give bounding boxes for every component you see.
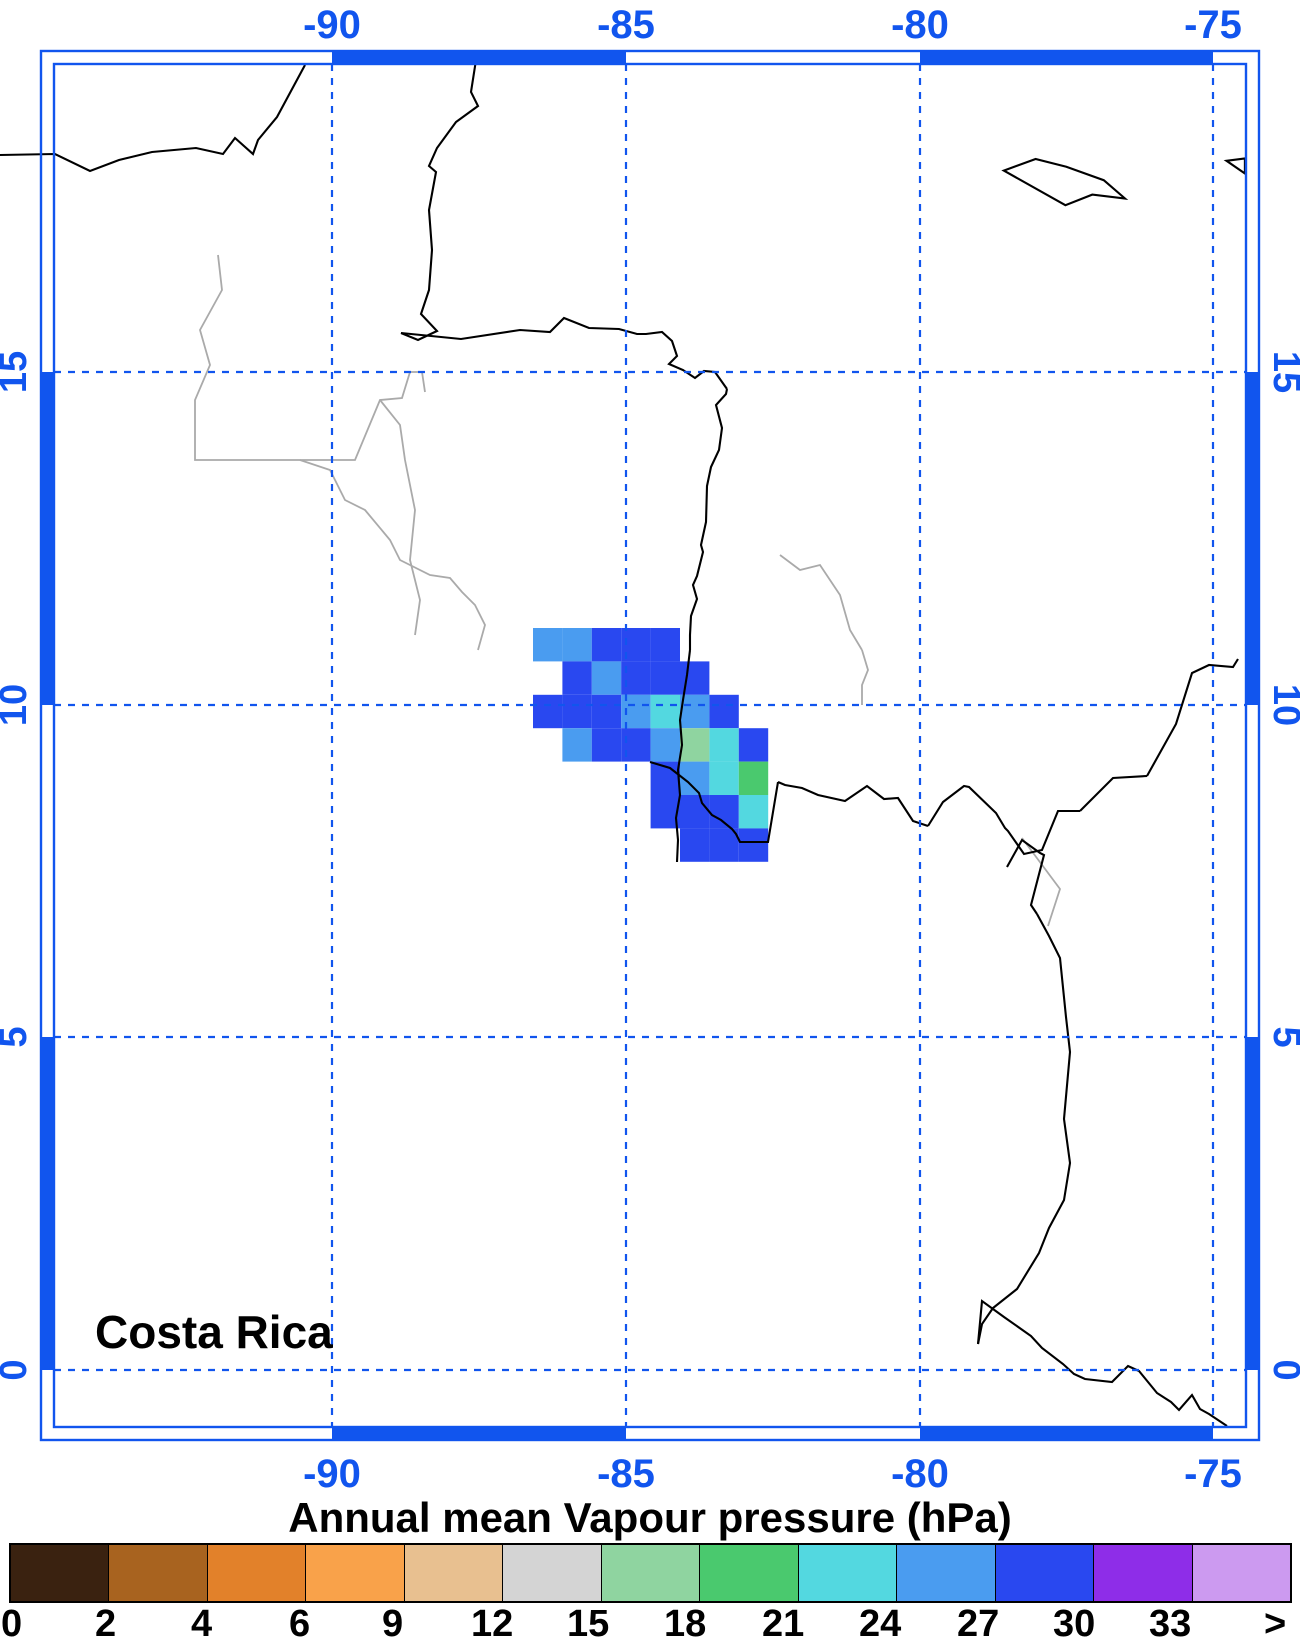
svg-text:-90: -90 <box>303 1452 361 1496</box>
svg-text:-75: -75 <box>1184 1452 1242 1496</box>
svg-text:-75: -75 <box>1184 3 1242 47</box>
svg-text:5: 5 <box>1265 1026 1300 1047</box>
svg-text:15: 15 <box>1265 351 1300 393</box>
svg-text:10: 10 <box>1265 684 1300 726</box>
svg-text:-85: -85 <box>597 3 655 47</box>
svg-text:-80: -80 <box>891 1452 949 1496</box>
svg-text:10: 10 <box>0 684 35 726</box>
svg-text:15: 15 <box>0 351 35 393</box>
svg-text:-85: -85 <box>597 1452 655 1496</box>
svg-text:-90: -90 <box>303 3 361 47</box>
svg-text:0: 0 <box>1265 1359 1300 1380</box>
svg-text:0: 0 <box>0 1359 35 1380</box>
svg-text:-80: -80 <box>891 3 949 47</box>
svg-text:5: 5 <box>0 1026 35 1047</box>
